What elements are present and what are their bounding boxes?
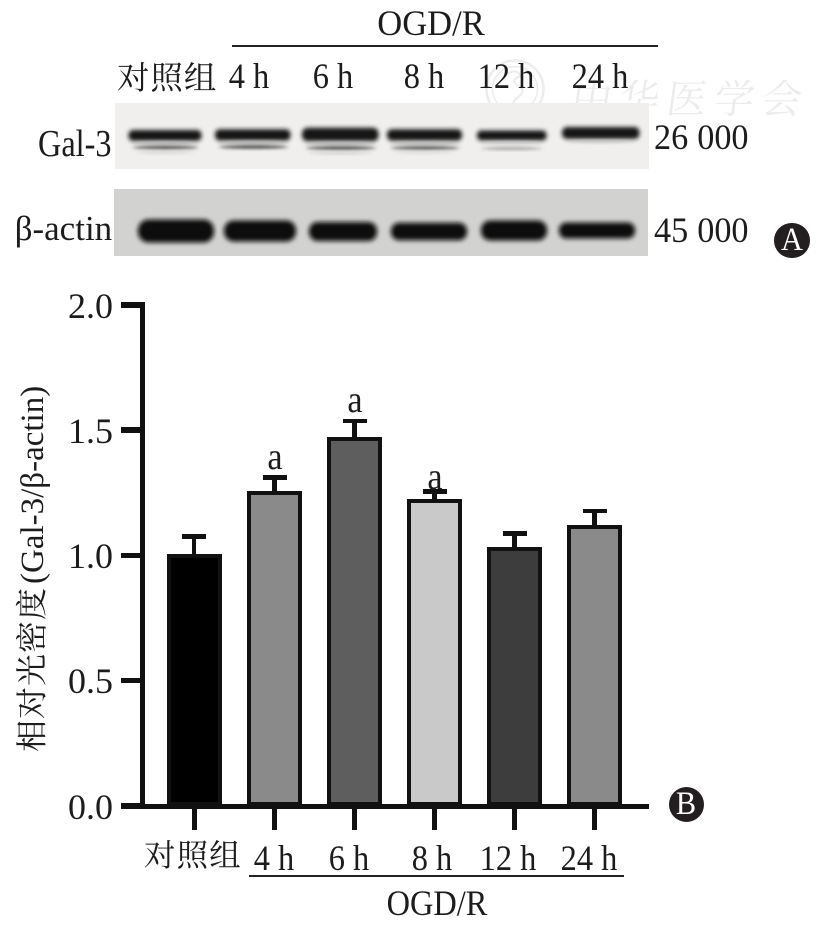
svg-text:(Gal-3/β-actin): (Gal-3/β-actin)	[15, 386, 51, 584]
